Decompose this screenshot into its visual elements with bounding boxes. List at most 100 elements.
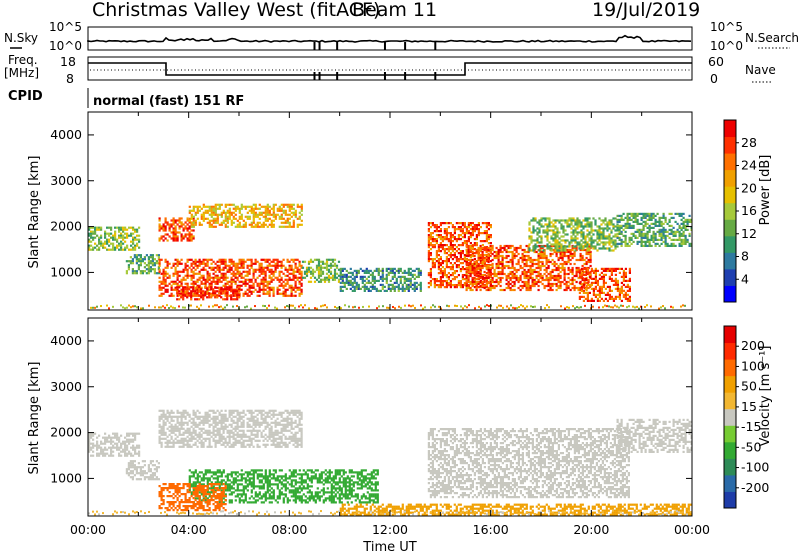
echo-cell xyxy=(228,211,231,214)
echo-cell xyxy=(365,285,368,288)
echo-cell xyxy=(242,258,245,261)
echo-cell xyxy=(594,223,597,226)
echo-cell xyxy=(529,266,532,270)
echo-cell xyxy=(543,256,546,260)
echo-cell xyxy=(660,232,663,235)
y-tick-label: 1000 xyxy=(50,264,82,279)
echo-cell xyxy=(282,280,285,283)
echo-cell xyxy=(431,246,434,249)
echo-cell xyxy=(94,242,97,245)
echo-cell xyxy=(539,260,542,264)
echo-cell xyxy=(216,290,219,293)
echo-cell xyxy=(584,287,587,290)
echo-cell xyxy=(282,205,285,208)
echo-cell xyxy=(519,264,522,268)
echo-cell xyxy=(461,242,464,245)
echo-cell xyxy=(469,244,472,248)
echo-cell xyxy=(566,239,569,242)
echo-cell xyxy=(158,260,161,263)
echo-cell xyxy=(626,220,629,223)
echo-cell xyxy=(568,219,571,222)
echo-cell xyxy=(582,273,585,276)
echo-cell xyxy=(234,262,237,265)
echo-cell xyxy=(222,272,225,275)
echo-cell xyxy=(130,306,132,309)
echo-cell xyxy=(580,289,583,292)
echo-cell xyxy=(317,264,321,267)
echo-cell xyxy=(467,266,470,270)
echo-cell xyxy=(594,245,597,248)
echo-cell xyxy=(298,292,301,295)
echo-cell xyxy=(178,294,181,297)
echo-cell xyxy=(226,280,229,283)
echo-cell xyxy=(439,268,442,271)
echo-cell xyxy=(614,267,617,270)
echo-cell xyxy=(497,282,500,286)
echo-cell xyxy=(407,289,410,292)
echo-cell xyxy=(511,288,514,292)
echo-cell xyxy=(471,246,474,250)
echo-cell xyxy=(182,278,185,281)
echo-cell xyxy=(92,434,95,437)
echo-cell xyxy=(252,282,255,285)
echo-cell xyxy=(274,203,277,206)
echo-cell xyxy=(149,254,152,257)
echo-cell xyxy=(507,274,510,278)
echo-cell xyxy=(292,270,295,273)
echo-cell xyxy=(335,272,339,275)
echo-cell xyxy=(453,236,456,239)
echo-cell xyxy=(137,264,140,267)
echo-cell xyxy=(554,231,557,234)
echo-cell xyxy=(176,235,179,238)
echo-cell xyxy=(628,287,631,290)
echo-cell xyxy=(586,293,589,296)
echo-cell xyxy=(666,222,669,225)
echo-cell xyxy=(120,240,123,243)
echo-cell xyxy=(449,242,452,245)
echo-cell xyxy=(587,250,590,254)
echo-cell xyxy=(351,271,354,274)
echo-cell xyxy=(210,294,213,297)
echo-cell xyxy=(365,271,368,274)
echo-cell xyxy=(538,235,541,238)
echo-cell xyxy=(192,292,195,295)
echo-cell xyxy=(467,278,470,282)
echo-cell xyxy=(670,230,673,233)
echo-cell xyxy=(188,205,191,208)
echo-cell xyxy=(268,217,271,220)
echo-cell xyxy=(608,293,611,296)
echo-cell xyxy=(499,280,502,284)
echo-cell xyxy=(184,294,187,297)
echo-cell xyxy=(437,254,440,257)
echo-cell xyxy=(226,268,229,271)
echo-cell xyxy=(582,285,585,288)
echo-cell xyxy=(166,272,169,275)
echo-cell xyxy=(473,262,476,266)
echo-cell xyxy=(393,289,396,292)
echo-cell xyxy=(672,232,675,235)
echo-cell xyxy=(401,285,404,288)
echo-cell xyxy=(266,205,269,208)
echo-cell xyxy=(670,224,673,227)
echo-cell xyxy=(630,238,633,241)
echo-cell xyxy=(210,276,213,279)
echo-cell xyxy=(258,207,261,210)
echo-cell xyxy=(112,450,115,453)
echo-cell xyxy=(573,284,576,288)
echo-cell xyxy=(134,446,137,449)
echo-cell xyxy=(501,288,504,292)
echo-cell xyxy=(630,242,633,245)
echo-cell xyxy=(565,284,568,288)
echo-cell xyxy=(624,236,627,239)
echo-cell xyxy=(170,292,173,295)
echo-cell xyxy=(674,238,677,241)
echo-cell xyxy=(560,239,563,242)
echo-cell xyxy=(133,272,136,275)
echo-cell xyxy=(224,264,227,267)
echo-cell xyxy=(561,262,564,266)
echo-cell xyxy=(608,233,611,236)
echo-cell xyxy=(158,223,161,226)
echo-cell xyxy=(571,280,574,284)
echo-cell xyxy=(527,270,530,274)
echo-cell xyxy=(132,228,135,231)
